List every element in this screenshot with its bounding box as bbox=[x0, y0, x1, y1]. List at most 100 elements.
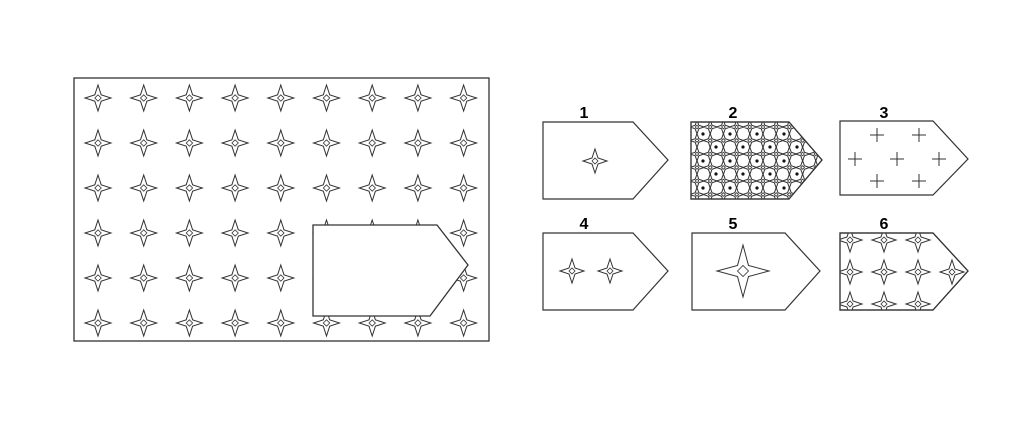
dot-mark bbox=[728, 132, 732, 136]
star-motif bbox=[448, 308, 479, 338]
option-number-4: 4 bbox=[580, 216, 589, 233]
plus-icon bbox=[870, 174, 884, 188]
star-icon bbox=[558, 257, 586, 285]
star-motif bbox=[220, 83, 250, 113]
star-inner-diamond bbox=[277, 139, 285, 147]
star-icon bbox=[974, 260, 998, 284]
star-icon bbox=[691, 185, 706, 199]
star-inner-diamond bbox=[846, 268, 854, 276]
dot-mark bbox=[755, 186, 759, 190]
star-inner-diamond bbox=[322, 184, 331, 192]
dot-mark bbox=[768, 172, 772, 176]
star-inner-diamond bbox=[231, 229, 239, 237]
star-inner-diamond bbox=[139, 184, 148, 192]
star-inner-diamond bbox=[813, 138, 819, 143]
star-motif bbox=[357, 173, 387, 203]
star-inner-diamond bbox=[760, 192, 766, 197]
star-icon bbox=[448, 83, 479, 113]
star-icon bbox=[807, 172, 822, 190]
star-icon bbox=[714, 185, 732, 199]
star-inner-diamond bbox=[694, 151, 700, 157]
star-inner-diamond bbox=[760, 124, 766, 130]
star-icon bbox=[581, 147, 609, 175]
star-motif bbox=[691, 185, 706, 199]
star-motif bbox=[974, 292, 998, 316]
star-motif bbox=[266, 83, 296, 113]
star-motif bbox=[83, 218, 113, 248]
star-icon bbox=[220, 173, 250, 203]
star-motif bbox=[83, 83, 113, 113]
star-icon bbox=[220, 128, 250, 158]
star-icon bbox=[728, 185, 746, 199]
option-2[interactable]: 2 bbox=[690, 105, 823, 202]
star-inner-diamond bbox=[139, 94, 148, 102]
star-inner-diamond bbox=[734, 178, 739, 184]
star-inner-diamond bbox=[94, 184, 102, 192]
dot-mark bbox=[782, 132, 786, 136]
star-inner-diamond bbox=[368, 94, 376, 102]
star-icon bbox=[220, 263, 250, 293]
star-inner-diamond bbox=[94, 94, 102, 102]
star-inner-diamond bbox=[914, 268, 922, 276]
star-motif bbox=[870, 258, 898, 286]
star-inner-diamond bbox=[414, 94, 422, 102]
star-icon bbox=[974, 228, 998, 252]
star-icon bbox=[174, 83, 205, 113]
star-inner-diamond bbox=[880, 268, 888, 276]
option-3[interactable]: 3 bbox=[839, 105, 969, 196]
star-icon bbox=[129, 128, 159, 158]
star-icon bbox=[266, 173, 296, 203]
star-inner-diamond bbox=[787, 124, 792, 130]
star-inner-diamond bbox=[800, 165, 805, 170]
star-inner-diamond bbox=[747, 151, 753, 157]
star-motif bbox=[780, 185, 798, 199]
option-5[interactable]: 5 bbox=[691, 216, 821, 311]
star-motif bbox=[174, 128, 205, 158]
star-inner-diamond bbox=[231, 139, 239, 147]
star-inner-diamond bbox=[800, 124, 805, 130]
star-motif bbox=[129, 83, 159, 113]
star-icon bbox=[974, 292, 998, 316]
star-icon bbox=[701, 185, 719, 199]
star-inner-diamond bbox=[787, 192, 792, 197]
star-inner-diamond bbox=[760, 178, 766, 184]
dot-mark bbox=[701, 132, 705, 136]
star-motif bbox=[448, 83, 479, 113]
star-inner-diamond bbox=[694, 165, 700, 170]
star-inner-diamond bbox=[747, 138, 753, 143]
option-4[interactable]: 4 bbox=[542, 216, 669, 311]
star-inner-diamond bbox=[94, 319, 102, 327]
star-icon bbox=[596, 257, 624, 285]
star-inner-diamond bbox=[185, 184, 194, 192]
star-icon bbox=[129, 173, 159, 203]
star-inner-diamond bbox=[734, 138, 739, 143]
option-1[interactable]: 1 bbox=[542, 105, 669, 200]
star-icon bbox=[904, 233, 932, 254]
star-inner-diamond bbox=[948, 236, 956, 244]
star-inner-diamond bbox=[707, 151, 713, 157]
star-icon bbox=[448, 173, 479, 203]
option-number-6: 6 bbox=[880, 216, 889, 233]
star-motif bbox=[129, 128, 159, 158]
star-motif bbox=[129, 308, 159, 338]
star-inner-diamond bbox=[414, 184, 422, 192]
star-icon bbox=[780, 185, 798, 199]
star-motif bbox=[701, 185, 719, 199]
dot-mark bbox=[782, 186, 786, 190]
star-inner-diamond bbox=[721, 138, 726, 143]
star-inner-diamond bbox=[707, 138, 713, 143]
star-inner-diamond bbox=[185, 229, 194, 237]
option-number-3: 3 bbox=[880, 105, 889, 122]
star-icon bbox=[403, 128, 433, 158]
star-motif bbox=[807, 185, 822, 199]
star-motif bbox=[904, 258, 932, 286]
star-icon bbox=[83, 83, 113, 113]
option-6[interactable]: 6 bbox=[838, 216, 998, 316]
option-number-5: 5 bbox=[729, 216, 738, 233]
dot-mark bbox=[755, 159, 759, 163]
star-motif bbox=[807, 122, 822, 136]
star-inner-diamond bbox=[721, 178, 726, 184]
star-inner-diamond bbox=[760, 138, 766, 143]
star-motif bbox=[83, 128, 113, 158]
